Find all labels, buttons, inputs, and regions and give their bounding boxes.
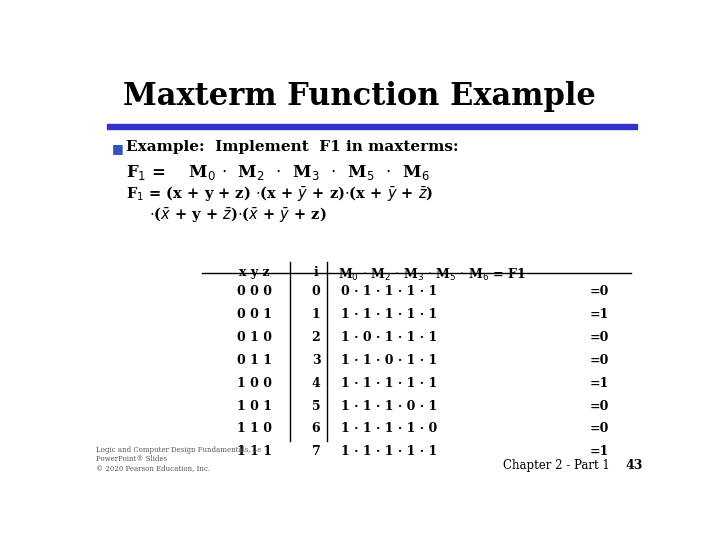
Text: =0: =0 xyxy=(590,331,609,344)
Text: 1 0 1: 1 0 1 xyxy=(237,400,272,413)
Text: =1: =1 xyxy=(590,308,609,321)
Text: 1 · 0 · 1 · 1 · 1: 1 · 0 · 1 · 1 · 1 xyxy=(341,331,437,344)
Bar xyxy=(107,124,637,129)
Text: =0: =0 xyxy=(590,285,609,298)
Text: =1: =1 xyxy=(590,377,609,390)
Text: 1 1 1: 1 1 1 xyxy=(237,446,272,458)
Text: 4: 4 xyxy=(312,377,320,390)
Text: =0: =0 xyxy=(590,354,609,367)
Text: 2: 2 xyxy=(312,331,320,344)
Text: 1 1 0: 1 1 0 xyxy=(237,422,272,435)
Text: F$_1$ = (x + y + z) $\cdot$(x + $\bar{y}$ + z)$\cdot$(x + $\bar{y}$ + $\bar{z}$): F$_1$ = (x + y + z) $\cdot$(x + $\bar{y}… xyxy=(126,185,433,205)
Text: M$_0$ $\cdot$ M$_2$ $\cdot$ M$_3$ $\cdot$ M$_5$ $\cdot$ M$_6$ = F1: M$_0$ $\cdot$ M$_2$ $\cdot$ M$_3$ $\cdot… xyxy=(338,266,526,282)
Text: 0 1 1: 0 1 1 xyxy=(237,354,272,367)
Text: 1: 1 xyxy=(312,308,320,321)
Text: 7: 7 xyxy=(312,446,320,458)
Text: ■: ■ xyxy=(112,141,124,155)
Text: 43: 43 xyxy=(626,460,643,472)
Text: $\cdot$($\bar{x}$ + y + $\bar{z}$)$\cdot$($\bar{x}$ + $\bar{y}$ + z): $\cdot$($\bar{x}$ + y + $\bar{z}$)$\cdot… xyxy=(148,206,326,225)
Text: =1: =1 xyxy=(590,446,609,458)
Text: i: i xyxy=(314,266,318,280)
Text: =0: =0 xyxy=(590,400,609,413)
Text: Maxterm Function Example: Maxterm Function Example xyxy=(124,82,596,112)
Text: 5: 5 xyxy=(312,400,320,413)
Text: 1 0 0: 1 0 0 xyxy=(237,377,272,390)
Text: 6: 6 xyxy=(312,422,320,435)
Text: 0 · 1 · 1 · 1 · 1: 0 · 1 · 1 · 1 · 1 xyxy=(341,285,437,298)
Text: Example:  Implement  F1 in maxterms:: Example: Implement F1 in maxterms: xyxy=(126,140,459,154)
Text: 1 · 1 · 1 · 1 · 1: 1 · 1 · 1 · 1 · 1 xyxy=(341,446,437,458)
Text: 1 · 1 · 1 · 1 · 1: 1 · 1 · 1 · 1 · 1 xyxy=(341,308,437,321)
Text: 1 · 1 · 1 · 0 · 1: 1 · 1 · 1 · 0 · 1 xyxy=(341,400,437,413)
Text: 0 0 1: 0 0 1 xyxy=(237,308,272,321)
Text: Logic and Computer Design Fundamentals, 4e
PowerPoint® Slides
© 2020 Pearson Edu: Logic and Computer Design Fundamentals, … xyxy=(96,446,261,472)
Text: =0: =0 xyxy=(590,422,609,435)
Text: x y z: x y z xyxy=(239,266,270,280)
Text: 1 · 1 · 0 · 1 · 1: 1 · 1 · 0 · 1 · 1 xyxy=(341,354,437,367)
Text: 0: 0 xyxy=(312,285,320,298)
Text: Chapter 2 - Part 1: Chapter 2 - Part 1 xyxy=(503,460,610,472)
Text: 1 · 1 · 1 · 1 · 0: 1 · 1 · 1 · 1 · 0 xyxy=(341,422,437,435)
Text: 0 1 0: 0 1 0 xyxy=(237,331,272,344)
Text: F$_1$ =    M$_0$ $\cdot$  M$_2$  $\cdot$  M$_3$  $\cdot$  M$_5$  $\cdot$  M$_6$: F$_1$ = M$_0$ $\cdot$ M$_2$ $\cdot$ M$_3… xyxy=(126,163,430,181)
Text: 1 · 1 · 1 · 1 · 1: 1 · 1 · 1 · 1 · 1 xyxy=(341,377,437,390)
Text: 3: 3 xyxy=(312,354,320,367)
Text: 0 0 0: 0 0 0 xyxy=(237,285,272,298)
